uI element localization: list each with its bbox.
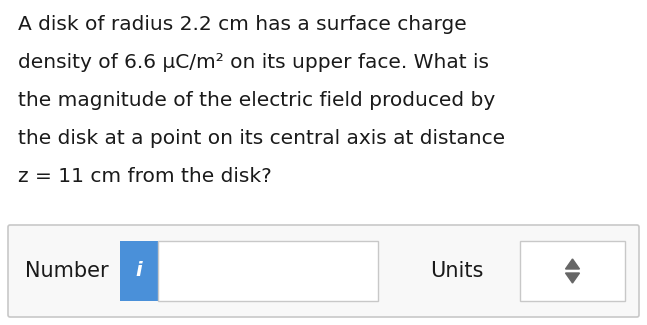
Text: the disk at a point on its central axis at distance: the disk at a point on its central axis … [18, 129, 505, 148]
Polygon shape [565, 273, 580, 283]
Text: Number: Number [25, 261, 109, 281]
FancyBboxPatch shape [158, 241, 378, 301]
FancyBboxPatch shape [120, 241, 158, 301]
Text: Units: Units [430, 261, 483, 281]
Polygon shape [565, 259, 580, 269]
Text: i: i [136, 262, 142, 280]
Text: A disk of radius 2.2 cm has a surface charge: A disk of radius 2.2 cm has a surface ch… [18, 15, 466, 34]
Text: density of 6.6 μC/m² on its upper face. What is: density of 6.6 μC/m² on its upper face. … [18, 53, 489, 72]
Text: the magnitude of the electric field produced by: the magnitude of the electric field prod… [18, 91, 495, 110]
FancyBboxPatch shape [520, 241, 625, 301]
Text: z = 11 cm from the disk?: z = 11 cm from the disk? [18, 167, 272, 186]
FancyBboxPatch shape [8, 225, 639, 317]
